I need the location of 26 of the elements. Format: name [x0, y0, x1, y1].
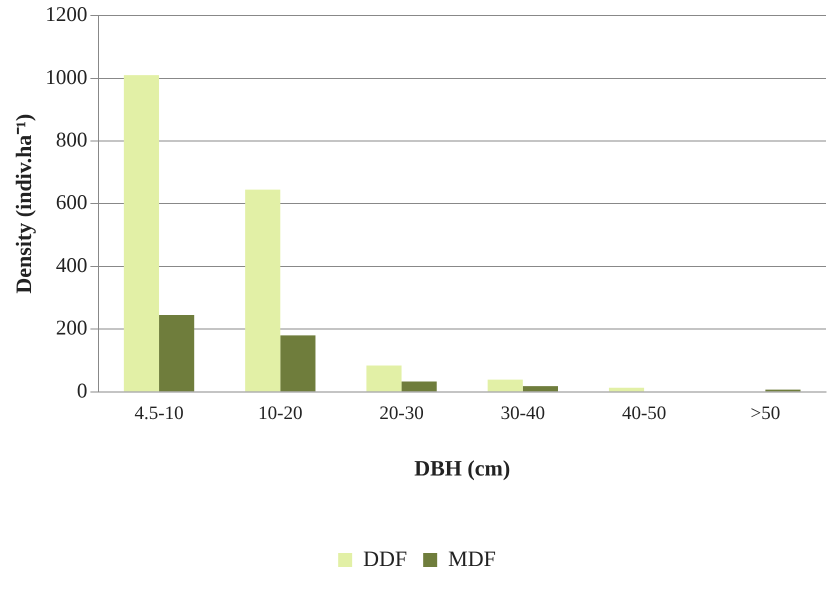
y-tick-label: 1000 [45, 64, 88, 89]
x-tick-label: 10-20 [258, 403, 302, 424]
bar [522, 386, 558, 392]
x-tick-label: 40-50 [622, 403, 666, 424]
bar [366, 365, 402, 392]
x-tick-label: >50 [750, 403, 780, 424]
y-tick-label: 1200 [45, 2, 88, 26]
x-tick-label: 30-40 [500, 403, 545, 424]
legend-label: DDF [363, 546, 408, 571]
bar [245, 190, 280, 392]
bar [124, 75, 160, 392]
legend-label: MDF [448, 546, 496, 571]
bar [488, 380, 523, 392]
bar [608, 388, 644, 392]
y-tick-label: 800 [56, 128, 88, 152]
y-tick-label: 400 [56, 252, 88, 277]
y-axis-title: Density (indiv.ha⁻¹) [10, 114, 36, 294]
y-tick-label: 200 [56, 316, 88, 340]
bar [280, 335, 316, 392]
y-tick-label: 0 [76, 378, 88, 402]
bar [402, 381, 437, 392]
x-tick-label: 20-30 [379, 403, 424, 424]
x-tick-label: 4.5-10 [134, 403, 184, 424]
bar [159, 314, 194, 392]
y-tick-label: 600 [56, 190, 88, 214]
x-axis-title: DBH (cm) [414, 455, 510, 480]
